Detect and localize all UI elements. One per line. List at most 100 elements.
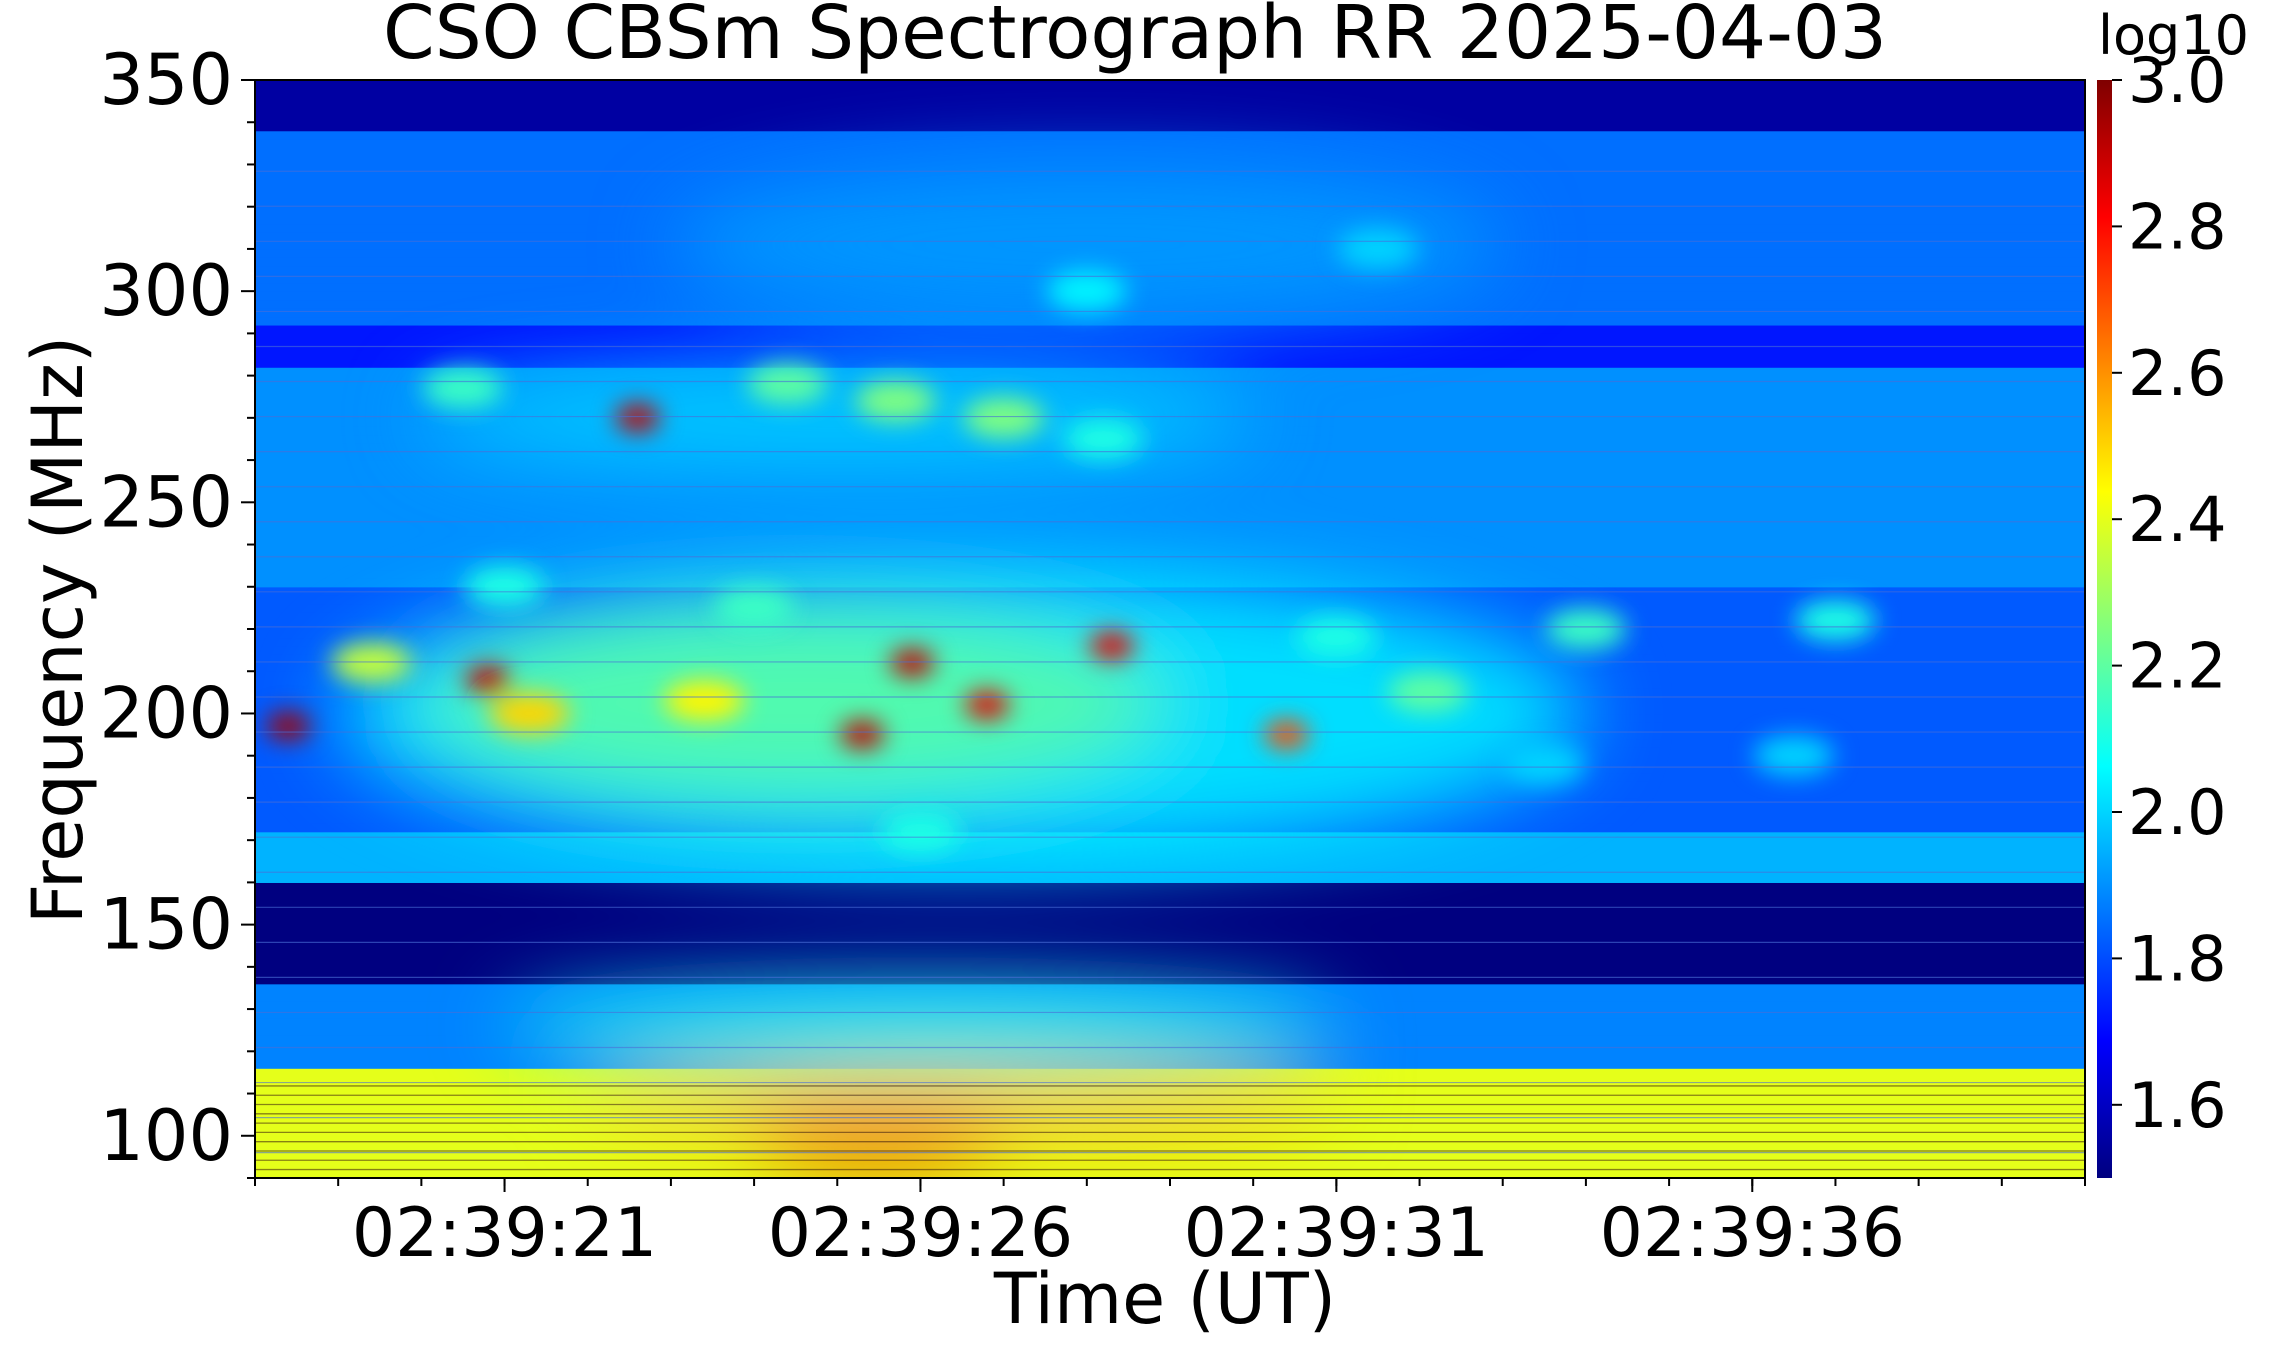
burst-patch xyxy=(1264,720,1309,749)
x-tick-label: 02:39:31 xyxy=(1184,1194,1489,1273)
spectrum-band xyxy=(255,451,2085,461)
burst-patch xyxy=(1504,744,1585,785)
colorbar-tick-label: 3.0 xyxy=(2128,44,2227,117)
x-axis-label: Time (UT) xyxy=(993,1258,1336,1340)
spectrum-band xyxy=(255,476,2085,487)
burst-patch xyxy=(1296,617,1377,658)
spectrum-band xyxy=(255,358,2085,368)
spectrum-band xyxy=(255,544,2085,554)
spectrum-band xyxy=(255,941,2085,951)
spectrum-band xyxy=(255,966,2085,976)
spectrum-band xyxy=(255,958,2085,968)
spectrum-band xyxy=(255,848,2085,858)
y-tick-label: 300 xyxy=(99,250,233,332)
burst-patch xyxy=(963,397,1044,438)
colorbar-tick-label: 2.6 xyxy=(2128,337,2227,410)
spectrum-band xyxy=(255,88,2085,98)
y-tick-label: 100 xyxy=(99,1095,233,1177)
spectrum-band xyxy=(255,485,2085,495)
spectrum-band xyxy=(255,460,2085,470)
spectrum-band xyxy=(255,324,2085,334)
y-tick-label: 250 xyxy=(99,461,233,543)
spectrum-band xyxy=(255,983,2085,993)
colorbar xyxy=(2097,80,2112,1178)
burst-patch xyxy=(1337,228,1418,269)
spectrum-band xyxy=(255,80,2085,90)
burst-patch xyxy=(1387,672,1468,713)
burst-patch xyxy=(855,380,936,421)
spectrogram-image xyxy=(255,80,2085,1178)
spectrum-band xyxy=(255,949,2085,959)
burst-patch xyxy=(1063,418,1144,459)
x-tick-label: 02:39:36 xyxy=(1600,1194,1905,1273)
burst-patch xyxy=(1089,631,1134,660)
spectrum-band xyxy=(255,857,2085,867)
spectrum-band xyxy=(255,1135,2085,1145)
colorbar-tick-label: 2.2 xyxy=(2128,630,2227,703)
burst-patch xyxy=(1545,609,1626,649)
colorbar-tick-label: 1.6 xyxy=(2128,1069,2227,1142)
spectrum-band xyxy=(255,122,2085,132)
burst-patch xyxy=(1795,600,1876,641)
spectrum-band xyxy=(255,96,2085,106)
burst-patch xyxy=(840,720,885,749)
y-tick-label: 150 xyxy=(99,884,233,966)
spectrum-band xyxy=(255,890,2085,900)
spectrum-band xyxy=(255,527,2085,537)
spectrum-band xyxy=(255,561,2085,571)
spectrum-band xyxy=(255,502,2085,512)
spectrum-band xyxy=(255,899,2085,909)
burst-patch xyxy=(615,403,660,432)
colorbar-tick-label: 1.8 xyxy=(2128,922,2227,995)
burst-patch xyxy=(266,712,311,741)
spectrum-band xyxy=(255,113,2085,123)
spectrum-band xyxy=(255,536,2085,546)
spectrum-band xyxy=(255,1152,2085,1162)
spectrum-band xyxy=(255,924,2085,934)
spectrum-band xyxy=(255,552,2085,563)
spectrum-band xyxy=(255,156,2085,166)
spectrum-band xyxy=(255,1068,2085,1078)
burst-patch xyxy=(880,811,961,852)
spectrum-band xyxy=(255,493,2085,503)
spectrum-band xyxy=(255,510,2085,520)
spectrum-band xyxy=(255,130,2085,140)
y-axis-label: Frequency (MHz) xyxy=(17,336,99,924)
chart-title: CSO CBSm Spectrograph RR 2025-04-03 xyxy=(383,0,1887,76)
spectrum-band xyxy=(255,1161,2085,1171)
colorbar-tick-label: 2.4 xyxy=(2128,483,2227,556)
colorbar-ticks: 1.6 1.8 2.0 2.2 2.4 2.6 2.8 3.0 xyxy=(2112,44,2227,1142)
colorbar-tick-label: 2.0 xyxy=(2128,776,2227,849)
x-tick-label: 02:39:21 xyxy=(352,1194,657,1273)
spectrum-band xyxy=(255,873,2085,883)
burst-patch xyxy=(965,691,1009,720)
burst-patch xyxy=(1046,271,1127,312)
spectrum-band xyxy=(255,975,2085,985)
x-tick-label: 02:39:26 xyxy=(768,1194,1073,1273)
spectrum-band xyxy=(255,139,2085,149)
spectrum-band xyxy=(255,519,2085,529)
diffuse-emission xyxy=(338,164,1586,1170)
spectrum-band xyxy=(255,333,2085,343)
y-tick-label: 350 xyxy=(99,39,233,121)
spectrum-band xyxy=(255,375,2085,385)
colorbar-label: log10 xyxy=(2098,4,2249,67)
burst-patch xyxy=(465,665,510,694)
colorbar-tick-label: 2.8 xyxy=(2128,190,2227,263)
spectrum-band xyxy=(255,367,2085,377)
burst-patch xyxy=(890,648,935,677)
x-axis: 02:39:21 02:39:26 02:39:31 02:39:36 xyxy=(254,1178,2086,1273)
spectrum-band xyxy=(255,468,2085,478)
spectrum-band xyxy=(255,907,2085,917)
y-tick-label: 200 xyxy=(99,672,233,754)
burst-patch xyxy=(464,566,545,607)
spectrum-band xyxy=(255,865,2085,875)
y-axis: 100 150 200 250 300 350 xyxy=(99,39,255,1179)
burst-patch xyxy=(747,364,828,405)
spectrum-band xyxy=(255,105,2085,115)
burst-patch xyxy=(489,693,570,734)
spectrum-band xyxy=(255,1169,2085,1178)
spectrum-band xyxy=(255,933,2085,943)
burst-patch xyxy=(714,587,795,628)
